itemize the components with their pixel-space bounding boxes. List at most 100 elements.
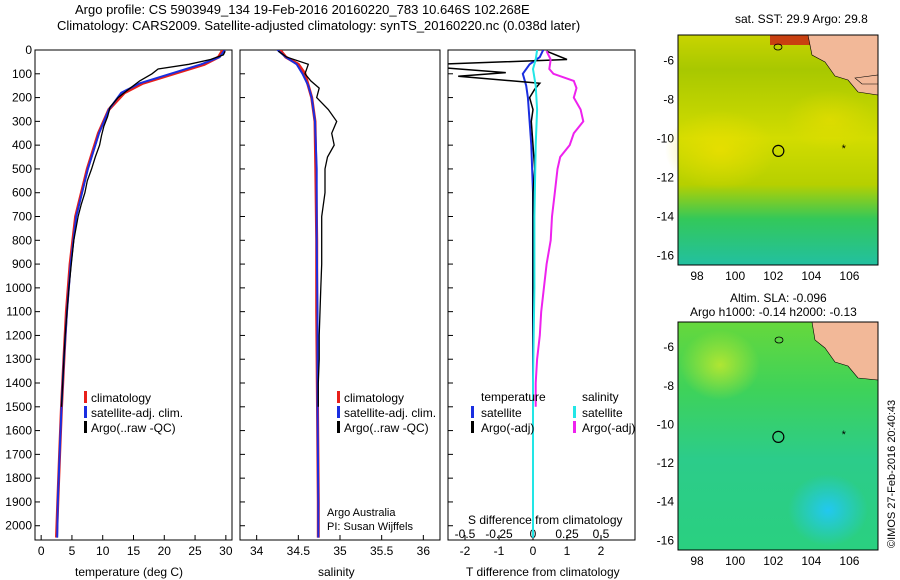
map-y-tick-label: -12 bbox=[657, 456, 675, 470]
map-y-tick-label: -12 bbox=[657, 170, 675, 184]
map-x-tick-label: 104 bbox=[801, 269, 821, 283]
map-y-tick-label: -14 bbox=[657, 209, 675, 223]
series-line-satellite-adj-clim bbox=[56, 50, 226, 538]
series-line-satellite-adj-clim bbox=[276, 50, 320, 538]
y-tick-label: 400 bbox=[12, 138, 32, 152]
island-sst bbox=[773, 43, 783, 51]
y-tick-label: 1200 bbox=[5, 328, 32, 342]
legend-swatch-argo bbox=[84, 421, 87, 433]
x-tick-label: 0 bbox=[530, 544, 537, 558]
legend-swatch-s-satellite bbox=[573, 406, 576, 418]
map-x-tick-label: 98 bbox=[690, 269, 704, 283]
legend-label-s-satellite: satellite bbox=[582, 406, 623, 420]
sla-map: * bbox=[677, 321, 879, 551]
reference-point-marker: * bbox=[842, 143, 847, 155]
map-x-tick-label: 102 bbox=[763, 554, 783, 568]
y-tick-label: 1800 bbox=[5, 471, 32, 485]
sla-map-subtitle: Argo h1000: -0.14 h2000: -0.13 bbox=[690, 305, 857, 319]
x-tick-label: 35.5 bbox=[370, 544, 394, 558]
x-tick-label: 0 bbox=[38, 544, 45, 558]
legend-label-satellite: satellite-adj. clim. bbox=[91, 406, 183, 420]
legend-label-t-argo: Argo(-adj) bbox=[481, 421, 534, 435]
header-line-1: Argo profile: CS 5903949_134 19-Feb-2016… bbox=[75, 2, 530, 17]
header-line-2: Climatology: CARS2009. Satellite-adjuste… bbox=[57, 18, 581, 33]
top-tick-label: -0.25 bbox=[485, 527, 513, 541]
reference-point-marker: * bbox=[842, 429, 847, 441]
x-tick-label: 34 bbox=[250, 544, 264, 558]
map-x-tick-label: 100 bbox=[725, 269, 745, 283]
temperature-axis-label: temperature (deg C) bbox=[75, 565, 183, 579]
annotation-pi: PI: Susan Wijffels bbox=[327, 521, 413, 533]
series-line-argo-raw-qc bbox=[60, 50, 226, 407]
map-y-tick-label: -16 bbox=[657, 248, 675, 262]
legend-label-climatology: climatology bbox=[344, 391, 404, 405]
sla-map-title: Altim. SLA: -0.096 bbox=[730, 291, 827, 305]
x-tick-label: 36 bbox=[417, 544, 431, 558]
legend-label-s-argo: Argo(-adj) bbox=[582, 421, 635, 435]
map-x-tick-label: 104 bbox=[801, 554, 821, 568]
legend-swatch-argo bbox=[337, 421, 340, 433]
series-line-argo-raw-qc bbox=[277, 50, 338, 407]
map-y-tick-label: -16 bbox=[657, 533, 675, 547]
series-line-t-argo-adj bbox=[448, 50, 568, 407]
x-tick-label: 15 bbox=[127, 544, 141, 558]
y-tick-label: 0 bbox=[25, 43, 32, 57]
map-x-tick-label: 100 bbox=[725, 554, 745, 568]
y-tick-label: 700 bbox=[12, 210, 32, 224]
legend-label-satellite: satellite-adj. clim. bbox=[344, 406, 436, 420]
x-tick-label: -1 bbox=[494, 544, 505, 558]
y-tick-label: 1700 bbox=[5, 447, 32, 461]
sla-high-patch bbox=[680, 330, 760, 400]
legend-label-t-satellite: satellite bbox=[481, 406, 522, 420]
salinity-legend: climatology satellite-adj. clim. Argo(..… bbox=[327, 391, 436, 533]
y-tick-label: 1400 bbox=[5, 376, 32, 390]
y-tick-label: 100 bbox=[12, 67, 32, 81]
y-tick-label: 1600 bbox=[5, 424, 32, 438]
y-tick-label: 300 bbox=[12, 114, 32, 128]
difference-plot-frame bbox=[447, 49, 636, 541]
salinity-plot-frame bbox=[239, 49, 441, 541]
profile-location-marker bbox=[772, 430, 785, 443]
temperature-plot-frame bbox=[34, 49, 233, 541]
map-y-tick-label: -6 bbox=[663, 53, 674, 67]
x-tick-label: 20 bbox=[158, 544, 172, 558]
map-x-tick-label: 106 bbox=[839, 554, 859, 568]
legend-swatch-satellite bbox=[84, 406, 87, 418]
legend-title-temperature: temperature bbox=[481, 390, 546, 404]
sst-warm-patch bbox=[665, 110, 775, 190]
y-tick-label: 500 bbox=[12, 162, 32, 176]
series-line-climatology bbox=[55, 50, 225, 538]
top-tick-label: 0.25 bbox=[555, 527, 579, 541]
y-tick-label: 2000 bbox=[5, 519, 32, 533]
y-tick-label: 800 bbox=[12, 233, 32, 247]
x-tick-label: 10 bbox=[96, 544, 110, 558]
sst-hot-strip bbox=[770, 35, 840, 45]
map-y-tick-label: -10 bbox=[657, 417, 675, 431]
top-tick-label: -0.5 bbox=[455, 527, 476, 541]
top-tick-label: 0.5 bbox=[593, 527, 610, 541]
map-x-tick-label: 102 bbox=[763, 269, 783, 283]
difference-axis-label: T difference from climatology bbox=[466, 565, 620, 579]
sst-map-title: sat. SST: 29.9 Argo: 29.8 bbox=[735, 12, 868, 26]
x-tick-label: 35 bbox=[333, 544, 347, 558]
legend-label-argo: Argo(..raw -QC) bbox=[91, 421, 176, 435]
map-y-tick-label: -8 bbox=[663, 379, 674, 393]
x-tick-label: -2 bbox=[460, 544, 471, 558]
sla-map-frame bbox=[677, 321, 879, 551]
x-tick-label: 5 bbox=[69, 544, 76, 558]
legend-swatch-s-argo bbox=[573, 421, 576, 433]
map-y-tick-label: -14 bbox=[657, 495, 675, 509]
legend-label-argo: Argo(..raw -QC) bbox=[344, 421, 429, 435]
profile-location-marker bbox=[772, 144, 785, 157]
legend-swatch-t-argo bbox=[471, 421, 474, 433]
difference-legend: temperature salinity satellite Argo(-adj… bbox=[468, 390, 635, 527]
map-x-tick-label: 98 bbox=[690, 554, 704, 568]
x-tick-label: 25 bbox=[188, 544, 202, 558]
y-tick-label: 900 bbox=[12, 257, 32, 271]
map-x-tick-label: 106 bbox=[839, 269, 859, 283]
temperature-legend: climatology satellite-adj. clim. Argo(..… bbox=[84, 391, 183, 435]
sla-low-patch bbox=[788, 474, 868, 546]
legend-label-climatology: climatology bbox=[91, 391, 151, 405]
map-y-tick-label: -8 bbox=[663, 92, 674, 106]
sst-warm-patch bbox=[785, 90, 875, 150]
